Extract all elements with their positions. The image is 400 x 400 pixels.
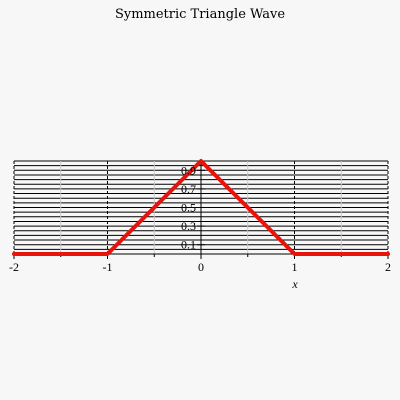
x-tick-label: -2 [9,260,19,274]
y-tick-label: 0.3 [181,219,196,233]
x-tick-label: -1 [103,260,113,274]
y-tick-label: 0.9 [181,163,196,177]
chart-title: Symmetric Triangle Wave [115,7,285,22]
y-tick-label: 0.1 [181,238,196,252]
y-tick-label: 0.5 [181,201,196,215]
x-tick-label: 2 [385,260,391,274]
series-layer [12,159,390,256]
series-line [12,159,390,256]
x-tick-label: 1 [292,260,298,274]
tick-labels: -2 -1 0 1 2 0.1 0.3 0.5 0.7 0.9 [9,163,391,274]
x-tick-label: 0 [198,260,204,274]
y-tick-label: 0.7 [181,182,196,196]
ticks [13,169,389,259]
x-axis-label: x [291,277,298,291]
